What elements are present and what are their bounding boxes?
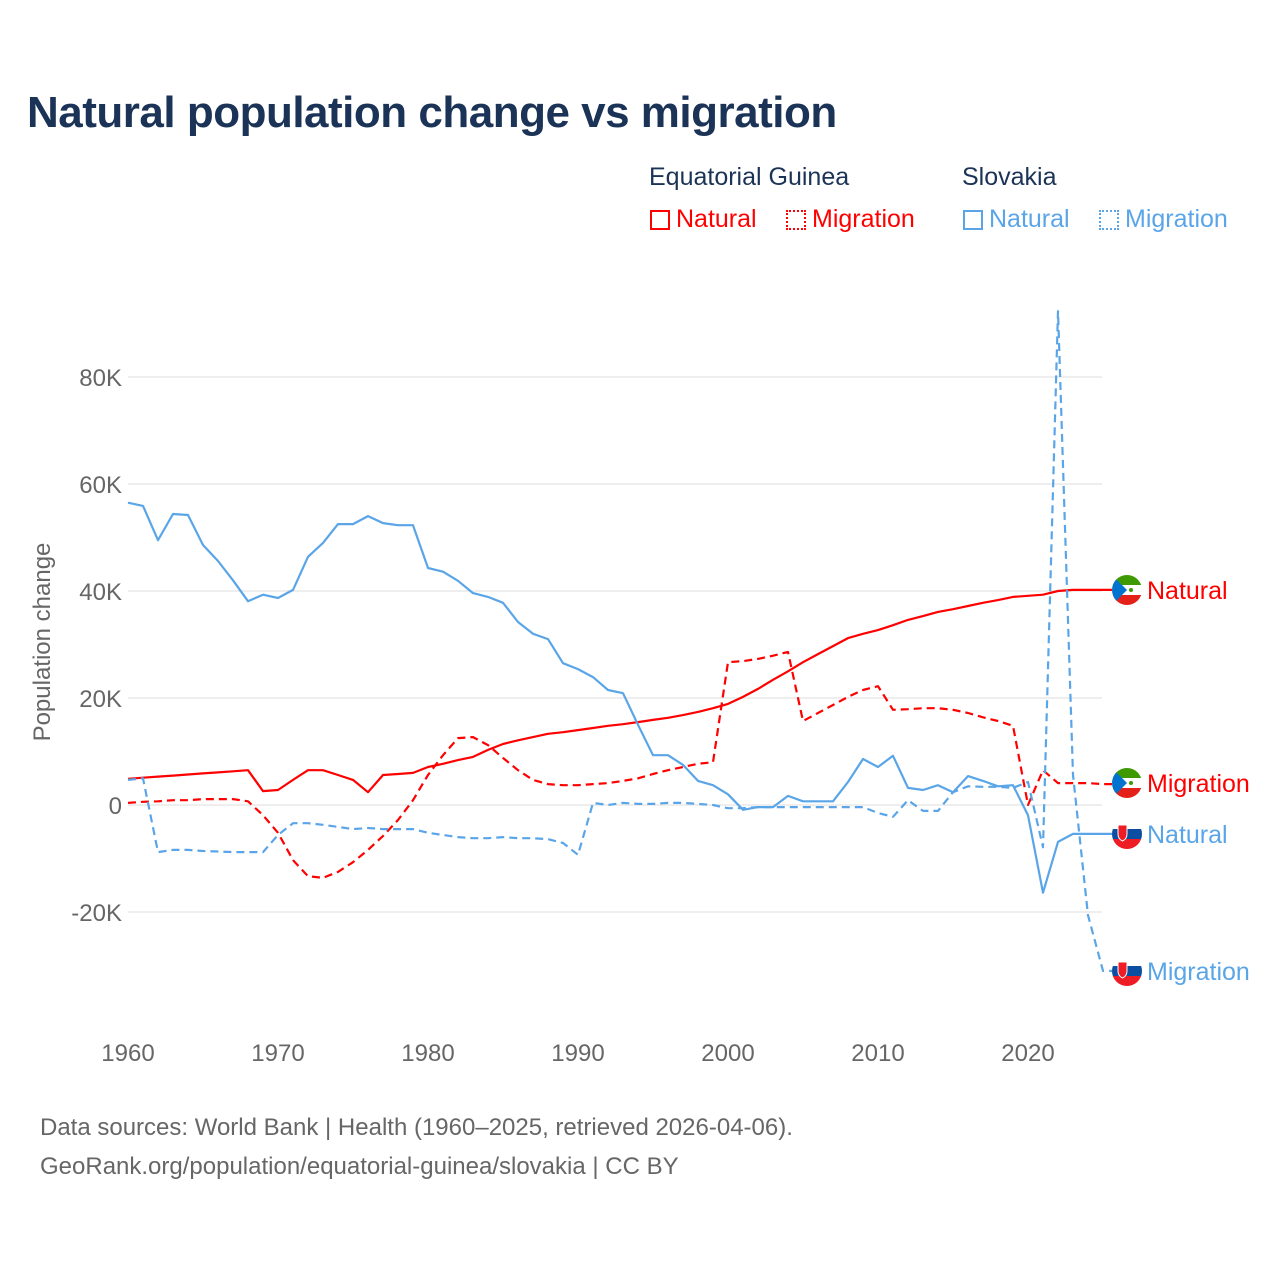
x-tick-label: 1980 [401,1040,454,1067]
x-tick-label: 1990 [551,1040,604,1067]
solid-swatch-icon [963,209,983,230]
series-line-slovakia-migration [127,310,1112,973]
x-tick-label: 2010 [851,1040,904,1067]
y-tick-label: 60K [79,472,122,499]
y-tick-label: -20K [71,900,122,927]
flag-stripe [1112,768,1142,778]
flag-body [1112,956,1142,986]
slovakia-flag-icon [1112,819,1142,849]
series-end-label: Migration [1147,770,1250,798]
x-tick-label: 2020 [1001,1040,1054,1067]
data-sources-text: Data sources: World Bank | Health (1960–… [40,1114,793,1141]
flag-body [1112,819,1142,849]
series-line-equatorial-guinea-migration [127,650,1112,879]
equatorial-guinea-flag-icon [1112,575,1142,605]
flag-emblem [1129,588,1133,592]
flag-triangle [1112,575,1127,605]
legend-label: Natural [676,205,757,233]
flag-stripe [1112,595,1142,605]
flag-body [1112,575,1142,605]
slovakia-flag-icon [1112,956,1142,986]
y-tick-label: 40K [79,579,122,606]
legend-label: Natural [989,205,1070,233]
flag-stripe [1112,956,1142,966]
y-axis-label: Population change [29,543,56,742]
legend-label: Migration [812,205,915,233]
legend-item-eg-migration[interactable]: Migration [786,205,915,234]
legend-item-sk-natural[interactable]: Natural [963,205,1070,234]
x-tick-label: 2000 [701,1040,754,1067]
legend-item-sk-migration[interactable]: Migration [1099,205,1228,234]
flag-emblem [1117,961,1128,979]
flag-stripe [1112,839,1142,849]
flag-emblem [1117,824,1128,842]
flag-stripe [1112,788,1142,798]
series-line-equatorial-guinea-natural [127,588,1112,794]
flag-stripe [1112,575,1142,585]
source-link[interactable]: GeoRank.org/population/equatorial-guinea… [40,1153,679,1180]
flag-emblem [1129,781,1133,785]
legend-group-slovakia: Slovakia [962,163,1057,191]
x-tick-label: 1960 [101,1040,154,1067]
equatorial-guinea-flag-icon [1112,768,1142,798]
series-end-label: Natural [1147,821,1228,849]
footer: Data sources: World Bank | Health (1960–… [40,1108,793,1186]
chart-title: Natural population change vs migration [27,88,837,137]
y-tick-label: 20K [79,686,122,713]
y-tick-label: 80K [79,365,122,392]
flag-body [1112,768,1142,798]
x-tick-label: 1970 [251,1040,304,1067]
dotted-swatch-icon [786,209,806,230]
y-tick-label: 0 [109,793,122,820]
series-end-label: Migration [1147,958,1250,986]
flag-triangle [1112,768,1127,798]
series-end-label: Natural [1147,577,1228,605]
dotted-swatch-icon [1099,209,1119,230]
flag-stripe [1112,976,1142,986]
flag-stripe [1112,819,1142,829]
legend-item-eg-natural[interactable]: Natural [650,205,757,234]
solid-swatch-icon [650,209,670,230]
legend-group-equatorial-guinea: Equatorial Guinea [649,163,850,191]
legend-label: Migration [1125,205,1228,233]
